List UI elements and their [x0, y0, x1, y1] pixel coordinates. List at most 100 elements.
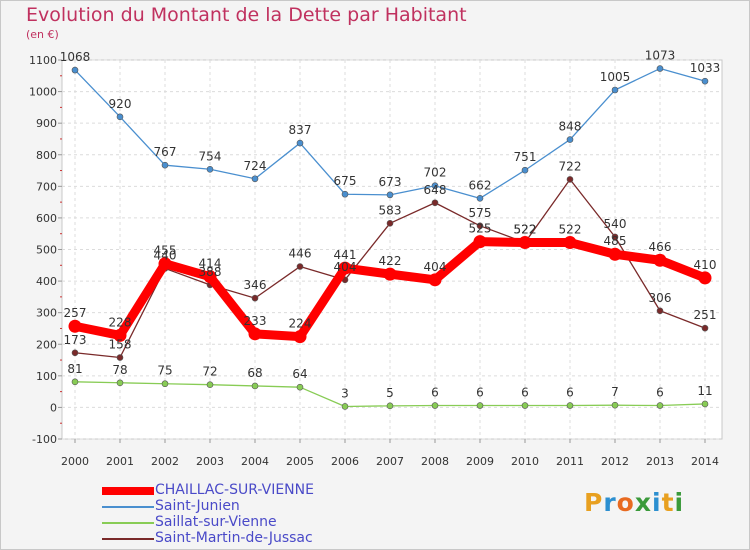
y-tick-label: -100: [32, 433, 57, 446]
data-label-saint-martin: 173: [64, 333, 87, 347]
data-label-saint-martin: 404: [334, 260, 357, 274]
data-point-saint-junien: [611, 86, 619, 94]
y-tick-label: 1100: [29, 54, 57, 67]
data-label-chaillac: 257: [64, 306, 87, 320]
data-label-saint-martin: 540: [604, 217, 627, 231]
x-tick-label: 2013: [646, 455, 674, 468]
data-point-saint-junien: [71, 66, 79, 74]
data-point-saillat: [206, 381, 214, 388]
data-point-saint-junien: [566, 136, 574, 143]
x-tick-label: 2014: [691, 455, 719, 468]
data-label-saillat: 78: [112, 363, 127, 377]
data-label-chaillac: 525: [469, 222, 492, 236]
logo-letter: x: [634, 488, 652, 517]
data-point-chaillac: [158, 257, 172, 271]
data-label-saillat: 5: [386, 386, 394, 400]
data-point-chaillac: [608, 247, 622, 261]
data-point-saillat: [296, 383, 304, 391]
data-label-chaillac: 422: [379, 254, 402, 268]
data-point-saillat: [701, 400, 709, 408]
data-point-saillat: [431, 402, 439, 409]
data-point-saillat: [341, 403, 349, 410]
logo-letter: o: [616, 488, 635, 517]
x-tick-label: 2002: [151, 455, 179, 468]
data-label-saint-martin: 648: [424, 183, 447, 197]
y-tick-label: 200: [36, 338, 57, 351]
data-point-saillat: [116, 379, 124, 387]
data-label-saint-martin: 306: [649, 291, 672, 305]
data-label-saint-junien: 1068: [60, 50, 91, 64]
data-label-chaillac: 466: [649, 240, 672, 254]
y-tick-label: 700: [36, 180, 57, 193]
x-tick-label: 2009: [466, 455, 494, 468]
legend-label-saint-martin: Saint-Martin-de-Jussac: [155, 530, 313, 546]
data-label-saillat: 6: [521, 386, 529, 400]
data-label-chaillac: 485: [604, 234, 627, 248]
legend-label-chaillac: CHAILLAC-SUR-VIENNE: [155, 482, 314, 498]
data-label-saillat: 6: [566, 386, 574, 400]
data-label-chaillac: 522: [514, 223, 537, 237]
data-point-saint-junien: [386, 191, 394, 199]
data-label-saint-junien: 837: [289, 123, 312, 137]
y-tick-label: 300: [36, 307, 57, 320]
logo-letter: P: [584, 488, 604, 517]
data-label-saillat: 3: [341, 386, 349, 400]
data-label-saillat: 64: [292, 367, 307, 381]
data-label-saint-junien: 1073: [645, 49, 676, 63]
legend-label-saint-junien: Saint-Junien: [155, 498, 240, 514]
data-label-saint-martin: 722: [559, 159, 582, 173]
data-point-chaillac: [428, 273, 442, 287]
data-label-saint-junien: 702: [424, 166, 447, 180]
y-tick-label: 900: [36, 117, 57, 130]
legend-swatch-chaillac: [102, 487, 154, 495]
data-point-chaillac: [248, 327, 262, 341]
data-label-saint-junien: 751: [514, 150, 537, 164]
data-label-chaillac: 233: [244, 314, 267, 328]
data-point-saillat: [386, 402, 394, 410]
data-label-saint-junien: 848: [559, 120, 582, 134]
data-label-saillat: 81: [67, 362, 82, 376]
x-tick-label: 2000: [61, 455, 89, 468]
data-label-saint-junien: 675: [334, 174, 357, 188]
data-point-saint-junien: [431, 182, 439, 190]
y-tick-label: 100: [36, 370, 57, 383]
data-point-saint-martin: [566, 176, 574, 183]
x-tick-label: 2004: [241, 455, 269, 468]
x-tick-label: 2012: [601, 455, 629, 468]
x-tick-label: 2007: [376, 455, 404, 468]
data-label-saillat: 6: [476, 386, 484, 400]
x-tick-label: 2003: [196, 455, 224, 468]
data-point-saint-martin: [656, 307, 664, 315]
data-point-saillat: [71, 378, 79, 386]
data-point-chaillac: [203, 270, 217, 284]
data-point-saint-junien: [116, 113, 124, 121]
data-label-saillat: 7: [611, 385, 619, 399]
data-label-saint-junien: 662: [469, 178, 492, 192]
data-point-saint-martin: [611, 233, 619, 241]
data-point-chaillac: [68, 319, 82, 333]
data-label-saint-martin: 158: [109, 338, 132, 352]
data-point-saint-junien: [206, 165, 214, 173]
data-label-chaillac: 414: [199, 257, 222, 271]
data-label-saint-junien: 754: [199, 149, 222, 163]
y-tick-label: 400: [36, 275, 57, 288]
data-label-chaillac: 228: [109, 315, 132, 329]
data-point-saint-junien: [701, 77, 709, 85]
data-label-saint-martin: 440: [154, 248, 177, 262]
data-point-chaillac: [113, 328, 127, 342]
data-label-saint-martin: 522: [514, 223, 537, 237]
data-label-saint-martin: 251: [694, 308, 717, 322]
data-label-saint-martin: 388: [199, 265, 222, 279]
data-point-saint-martin: [251, 294, 259, 302]
data-point-saint-junien: [341, 190, 349, 198]
data-point-saillat: [611, 401, 619, 409]
data-point-saillat: [161, 380, 169, 388]
x-tick-label: 2001: [106, 455, 134, 468]
data-label-saillat: 6: [656, 386, 664, 400]
data-point-saint-martin: [71, 349, 79, 357]
y-tick-label: 600: [36, 212, 57, 225]
data-point-saint-martin: [386, 219, 394, 227]
data-label-saint-martin: 346: [244, 278, 267, 292]
legend-swatch-saillat: [102, 522, 154, 524]
